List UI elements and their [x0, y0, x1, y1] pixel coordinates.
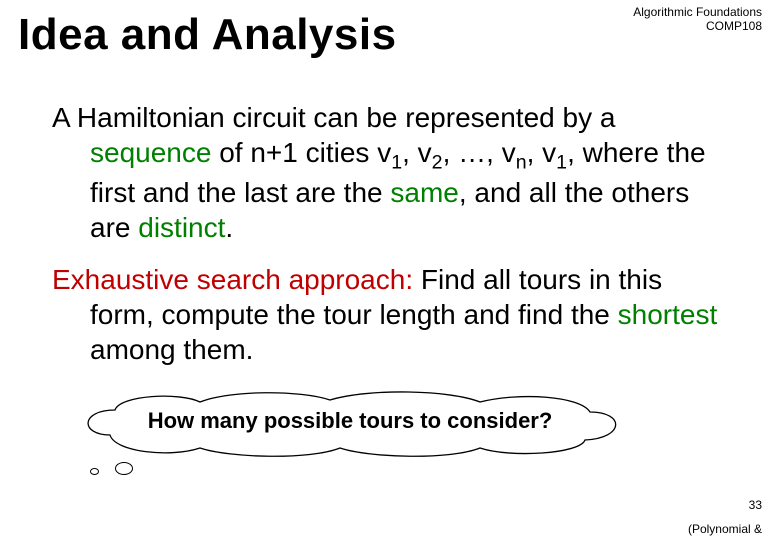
p1-text: , …, v: [443, 137, 516, 168]
p1-kw-sequence: sequence: [90, 137, 211, 168]
paragraph-1: A Hamiltonian circuit can be represented…: [52, 100, 728, 245]
thought-cloud: How many possible tours to consider?: [70, 390, 630, 458]
p2-kw-shortest: shortest: [618, 299, 718, 330]
p1-kw-distinct: distinct: [138, 212, 225, 243]
course-title: Algorithmic Foundations: [633, 5, 762, 19]
subscript: 2: [432, 152, 443, 174]
cloud-text: How many possible tours to consider?: [70, 408, 630, 434]
subscript: 1: [391, 152, 402, 174]
p2-lead: Exhaustive search approach:: [52, 264, 413, 295]
p1-text: , v: [402, 137, 432, 168]
paragraph-2: Exhaustive search approach: Find all tou…: [52, 262, 728, 367]
footnote: (Polynomial &: [688, 522, 762, 536]
page-number: 33: [749, 498, 762, 512]
p1-text: , v: [527, 137, 557, 168]
slide-title: Idea and Analysis: [18, 10, 397, 60]
p1-text: of n+1 cities v: [211, 137, 391, 168]
p2-text: among them.: [90, 334, 253, 365]
subscript: 1: [556, 152, 567, 174]
p1-text: A Hamiltonian circuit can be represented…: [52, 102, 615, 133]
thought-bubble-icon: [90, 468, 99, 475]
p1-kw-same: same: [390, 177, 458, 208]
subscript: n: [516, 152, 527, 174]
thought-bubble-icon: [115, 462, 133, 475]
slide: Algorithmic Foundations COMP108 Idea and…: [0, 0, 780, 540]
course-code: COMP108: [633, 20, 762, 34]
course-header: Algorithmic Foundations COMP108: [633, 6, 762, 34]
p1-text: .: [225, 212, 233, 243]
